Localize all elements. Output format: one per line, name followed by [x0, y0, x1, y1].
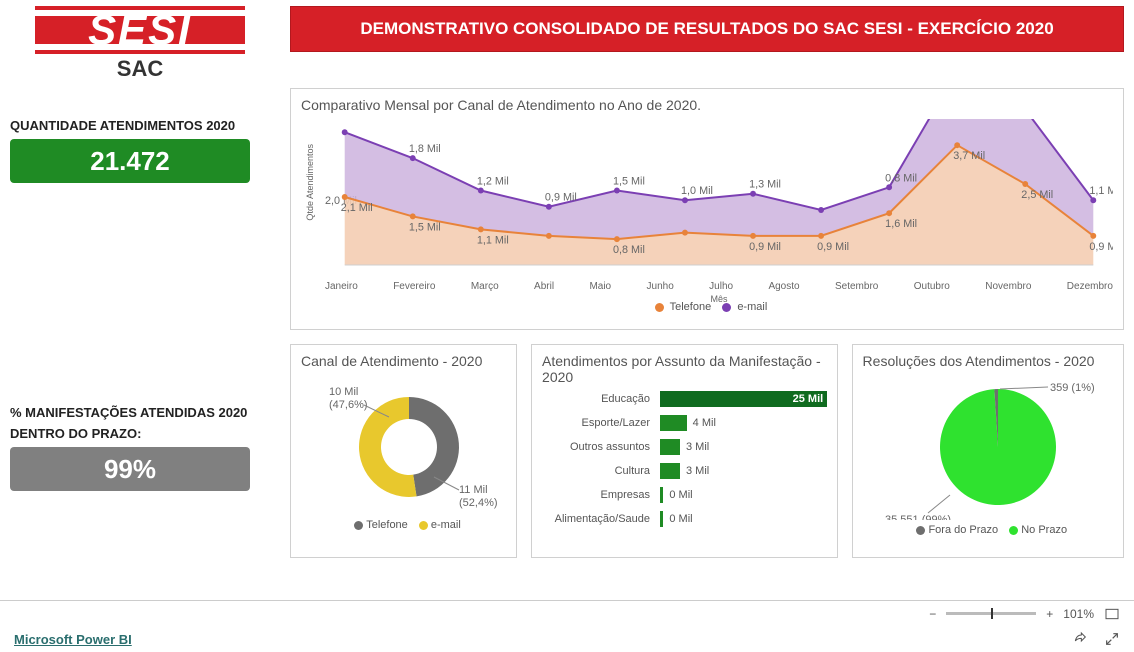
pie-card[interactable]: Resoluções dos Atendimentos - 2020 359 (…	[852, 344, 1124, 558]
donut-svg: 10 Mil(47,6%) 11 Mil(52,4%)	[309, 375, 499, 515]
svg-text:1,6 Mil: 1,6 Mil	[885, 218, 917, 230]
kpi-prazo-value[interactable]: 99%	[10, 447, 250, 491]
bar-label: Cultura	[546, 465, 656, 477]
donut-title: Canal de Atendimento - 2020	[301, 353, 506, 369]
svg-text:1,0 Mil: 1,0 Mil	[681, 185, 713, 197]
kpi-prazo-label2: DENTRO DO PRAZO:	[10, 426, 270, 441]
share-icon[interactable]	[1072, 631, 1088, 647]
brand-bar: Microsoft Power BI	[0, 626, 1134, 652]
area-chart-ylabel: Qtde Atendimentos	[305, 144, 315, 221]
svg-text:35.551 (99%): 35.551 (99%)	[885, 514, 951, 520]
bar-label: Educação	[546, 393, 656, 405]
svg-text:1,2 Mil: 1,2 Mil	[477, 175, 509, 187]
bar-row: Educação 25 Mil	[546, 391, 827, 407]
pie-title: Resoluções dos Atendimentos - 2020	[863, 353, 1113, 369]
zoom-in-button[interactable]: +	[1046, 607, 1053, 621]
svg-text:1,5 Mil: 1,5 Mil	[613, 175, 645, 187]
bar-label: Outros assuntos	[546, 441, 656, 453]
kpi-column: QUANTIDADE ATENDIMENTOS 2020 21.472 % MA…	[10, 88, 270, 596]
page-title: DEMONSTRATIVO CONSOLIDADO DE RESULTADOS …	[290, 6, 1124, 52]
svg-text:2,5 Mil: 2,5 Mil	[1021, 189, 1053, 201]
svg-text:0,8 Mil: 0,8 Mil	[885, 172, 917, 184]
svg-text:(47,6%): (47,6%)	[329, 399, 368, 411]
area-chart-svg: 2,0 Mil2,1 Mil1,8 Mil1,5 Mil1,2 Mil1,1 M…	[325, 119, 1113, 279]
svg-text:359 (1%): 359 (1%)	[1050, 382, 1095, 394]
donut-legend: Telefone e-mail	[346, 519, 461, 531]
logo-subtext: SAC	[117, 56, 163, 82]
bar-row: Cultura 3 Mil	[546, 463, 827, 479]
donut-card[interactable]: Canal de Atendimento - 2020 10 Mil(47,6%…	[290, 344, 517, 558]
svg-text:(52,4%): (52,4%)	[459, 497, 498, 509]
area-chart-xlabel: Mês	[325, 294, 1113, 304]
pie-legend: Fora do Prazo No Prazo	[908, 524, 1067, 536]
bar-label: Esporte/Lazer	[546, 417, 656, 429]
kpi-attend-label: QUANTIDADE ATENDIMENTOS 2020	[10, 118, 270, 133]
area-chart-title: Comparativo Mensal por Canal de Atendime…	[301, 97, 1113, 113]
area-chart-xlabels: JaneiroFevereiroMarçoAbrilMaioJunhoJulho…	[325, 281, 1113, 292]
bar-label: Alimentação/Saude	[546, 513, 656, 525]
svg-text:1,8 Mil: 1,8 Mil	[409, 143, 441, 155]
svg-text:0,9 Mil: 0,9 Mil	[817, 241, 849, 253]
fit-page-icon[interactable]	[1104, 606, 1120, 622]
page-title-text: DEMONSTRATIVO CONSOLIDADO DE RESULTADOS …	[360, 19, 1053, 39]
bar-row: Outros assuntos 3 Mil	[546, 439, 827, 455]
bar-row: Alimentação/Saude 0 Mil	[546, 511, 827, 527]
svg-text:1,1 Mil: 1,1 Mil	[1089, 185, 1113, 197]
area-chart-card[interactable]: Comparativo Mensal por Canal de Atendime…	[290, 88, 1124, 330]
zoom-slider[interactable]	[946, 612, 1036, 615]
svg-text:11 Mil: 11 Mil	[459, 484, 488, 496]
svg-text:1,1 Mil: 1,1 Mil	[477, 234, 509, 246]
svg-text:1,3 Mil: 1,3 Mil	[749, 179, 781, 191]
fullscreen-icon[interactable]	[1104, 631, 1120, 647]
svg-text:10 Mil: 10 Mil	[329, 386, 358, 398]
bars-title: Atendimentos por Assunto da Manifestação…	[542, 353, 827, 385]
svg-text:0,9 Mil: 0,9 Mil	[749, 241, 781, 253]
status-bar: − + 101%	[0, 600, 1134, 626]
bars-card[interactable]: Atendimentos por Assunto da Manifestação…	[531, 344, 838, 558]
svg-text:2,1 Mil: 2,1 Mil	[341, 202, 373, 214]
kpi-attend-value[interactable]: 21.472	[10, 139, 250, 183]
svg-text:0,8 Mil: 0,8 Mil	[613, 244, 645, 256]
bar-row: Esporte/Lazer 4 Mil	[546, 415, 827, 431]
svg-text:0,9 Mil: 0,9 Mil	[1089, 241, 1113, 253]
bar-row: Empresas 0 Mil	[546, 487, 827, 503]
bar-label: Empresas	[546, 489, 656, 501]
kpi-prazo-label1: % MANIFESTAÇÕES ATENDIDAS 2020	[10, 405, 270, 420]
svg-text:0,9 Mil: 0,9 Mil	[545, 192, 577, 204]
pie-svg: 359 (1%) 35.551 (99%)	[873, 375, 1103, 520]
svg-text:1,5 Mil: 1,5 Mil	[409, 221, 441, 233]
svg-text:3,7 Mil: 3,7 Mil	[953, 150, 985, 162]
logo-mark: SESI	[35, 6, 245, 54]
zoom-value: 101%	[1063, 607, 1094, 621]
bars-list: Educação 25 Mil Esporte/Lazer 4 Mil Outr…	[542, 391, 827, 527]
logo: SESI SAC	[10, 6, 270, 74]
zoom-out-button[interactable]: −	[929, 607, 936, 621]
powerbi-link[interactable]: Microsoft Power BI	[14, 632, 132, 647]
